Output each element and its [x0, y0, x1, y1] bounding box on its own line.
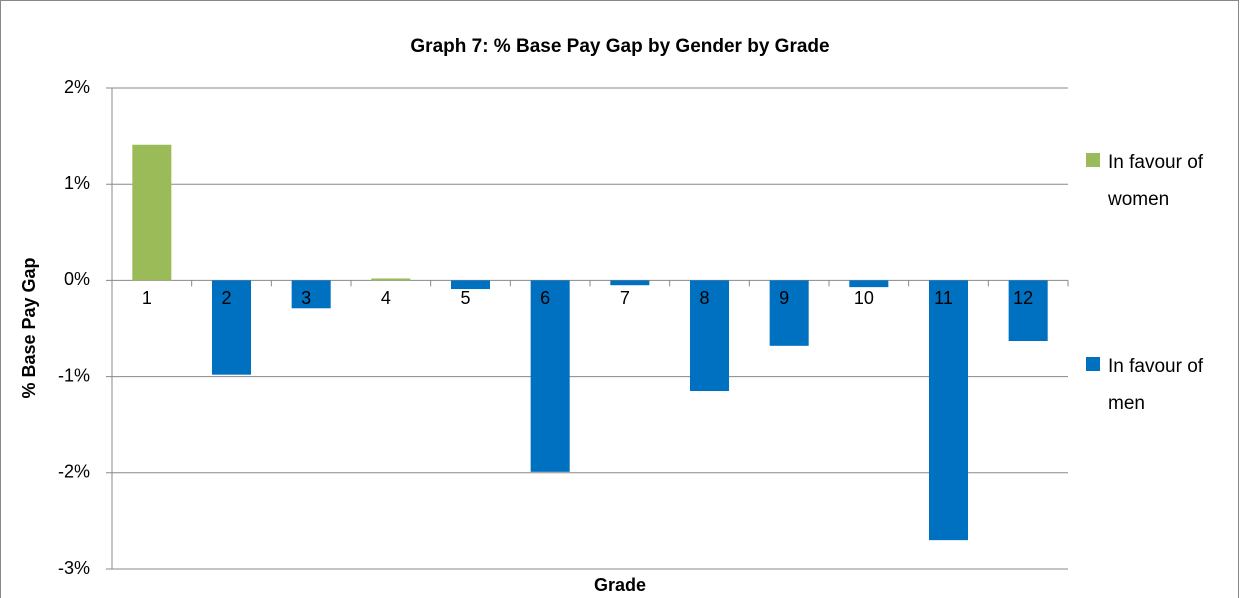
bar [1008, 280, 1048, 342]
x-tick-label: 6 [540, 288, 550, 308]
x-tick-label: 8 [699, 288, 709, 308]
bar [610, 280, 650, 286]
y-axis-label: % Base Pay Gap [19, 257, 39, 398]
x-tick-label: 2 [221, 288, 231, 308]
bar [530, 280, 570, 472]
x-tick-label: 11 [934, 288, 953, 308]
legend-swatch [1086, 153, 1100, 167]
x-tick-label: 7 [620, 288, 630, 308]
legend-entry: In favour of men [1108, 356, 1204, 414]
x-tick-label: 12 [1013, 288, 1033, 308]
y-tick-label: 1% [64, 173, 90, 193]
bar [769, 280, 809, 346]
bar [211, 280, 252, 375]
bar [132, 144, 172, 281]
bar [291, 280, 331, 309]
y-tick-label: 2% [64, 77, 90, 97]
y-tick-label: -1% [58, 365, 90, 385]
x-axis-label: Grade [594, 575, 646, 595]
legend-label: In favour of men [1108, 356, 1204, 414]
chart-title: Graph 7: % Base Pay Gap by Gender by Gra… [410, 36, 829, 57]
legend-label: In favour of women [1108, 152, 1204, 210]
bar [689, 280, 730, 392]
x-tick-label: 3 [301, 288, 311, 308]
x-tick-label: 1 [142, 288, 152, 308]
x-tick-label: 9 [779, 288, 789, 308]
bar [928, 280, 969, 541]
x-tick-label: 5 [460, 288, 470, 308]
bar [450, 280, 491, 290]
x-tick-label: 10 [854, 288, 874, 308]
legend-swatch [1086, 357, 1100, 371]
bar [849, 280, 889, 288]
x-tick-label: 4 [381, 288, 391, 308]
y-tick-label: -3% [58, 558, 90, 578]
legend-entry: In favour of women [1108, 152, 1204, 210]
y-tick-label: -2% [58, 462, 90, 482]
bar [371, 278, 411, 281]
y-tick-label: 0% [64, 269, 90, 289]
